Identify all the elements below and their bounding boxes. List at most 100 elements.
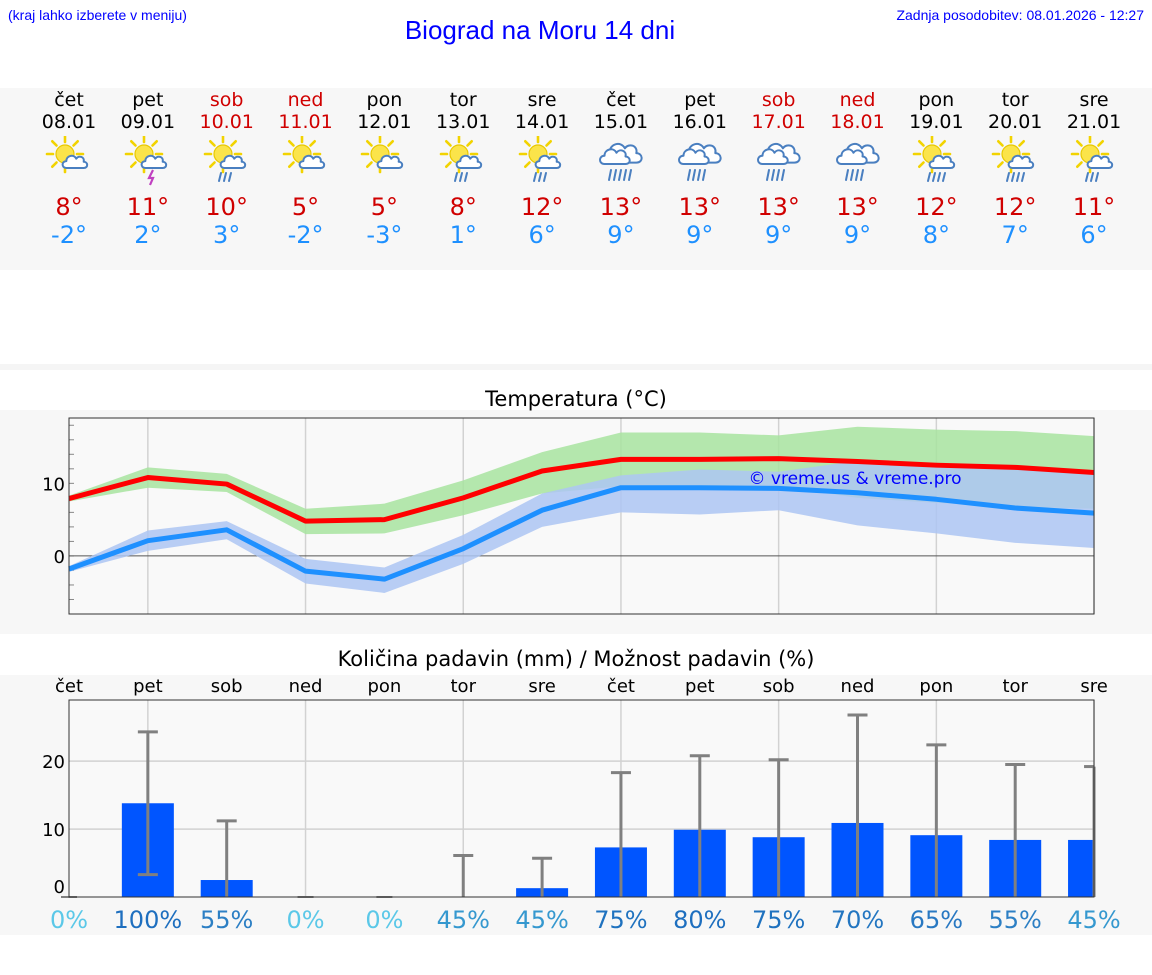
day-column: pet 16.01 13° 9° [661, 88, 739, 249]
sun-ray [1018, 139, 1026, 147]
temperature-range-band [69, 426, 1095, 535]
sun-ray [151, 139, 158, 147]
sun-ray [50, 161, 58, 169]
y-tick-label: 10 [42, 474, 65, 495]
x-category-label: sob [211, 676, 243, 697]
day-date: 15.01 [593, 111, 649, 133]
precipitation-chance-label: 70% [831, 906, 884, 934]
raindrop [543, 172, 548, 182]
cloud-shape [1007, 154, 1035, 169]
cloud-body [928, 154, 956, 169]
cloud-shape [61, 154, 89, 169]
day-date: 14.01 [514, 111, 570, 133]
min-temperature: 9° [607, 221, 635, 249]
day-date: 20.01 [987, 111, 1043, 133]
sun-ray [545, 139, 553, 147]
day-name: sre [1079, 89, 1109, 111]
precipitation-chance-label: 0% [50, 906, 88, 934]
sun-ray [1076, 161, 1083, 169]
day-date: 11.01 [278, 111, 333, 133]
precipitation-chance-label: 45% [515, 906, 568, 934]
sun-ray [72, 139, 80, 147]
sun-cloud-heavy-rain-icon [913, 136, 956, 182]
raindrop [696, 169, 701, 181]
cloud-body [598, 148, 631, 166]
cloud-rain-icon [756, 142, 801, 181]
raindrop [927, 172, 932, 182]
day-column: sre 21.01 11° 6° [1055, 88, 1133, 249]
precipitation-bar [1068, 839, 1094, 897]
cloud-body [534, 154, 562, 169]
lightning-bolt [147, 169, 155, 186]
day-name: ned [839, 89, 876, 111]
day-column: čet 08.01 8° -2° [30, 88, 108, 249]
cloud-body [835, 148, 868, 166]
cloud-shape [534, 154, 562, 169]
raindrop [533, 172, 538, 182]
max-temperature: 8° [55, 193, 83, 221]
raindrop [849, 169, 854, 181]
y-tick-label: 0 [54, 547, 65, 568]
x-category-label: sob [763, 676, 795, 697]
raindrop [1016, 172, 1021, 182]
max-temperature-line [68, 456, 1095, 524]
sun-ray [208, 161, 216, 169]
temperature-chart: 0 10 © vreme.us & vreme.pro [42, 417, 1095, 615]
raindrop [1006, 172, 1011, 182]
precipitation-chance-label: 55% [989, 906, 1042, 934]
cloud-shape [598, 148, 631, 166]
x-category-label: tor [1002, 676, 1028, 697]
day-column: čet 15.01 13° 9° [582, 88, 660, 249]
day-column: ned 18.01 13° 9° [819, 88, 897, 249]
precipitation-chance-label: 100% [114, 906, 183, 934]
sun-ray [918, 161, 926, 169]
max-temperature: 11° [126, 193, 170, 221]
min-temperature: 9° [843, 221, 872, 249]
max-temperature: 11° [1072, 193, 1116, 221]
x-category-label: pon [367, 676, 401, 697]
raindrop [538, 172, 543, 182]
day-column: sre 14.01 12° 6° [503, 88, 581, 249]
min-temperature-line [68, 485, 1095, 582]
min-temperature: 1° [449, 221, 477, 249]
day-column: tor 20.01 12° 7° [976, 88, 1054, 249]
precipitation-chance-label: 0% [365, 906, 403, 934]
precipitation-chance-label: 45% [1067, 906, 1120, 934]
day-column: sob 17.01 13° 9° [740, 88, 818, 249]
day-column: pon 12.01 5° -3° [345, 88, 423, 249]
cloud-body [61, 154, 89, 169]
raindrop [1090, 172, 1095, 182]
x-category-label: čet [607, 676, 635, 697]
sun-ray [939, 139, 947, 147]
sun-ray [918, 139, 926, 147]
raindrop [770, 169, 775, 181]
cloud-shape [835, 148, 868, 166]
raindrop [1085, 172, 1090, 182]
raindrop [227, 172, 232, 182]
watermark: © vreme.us & vreme.pro [748, 469, 961, 489]
day-name: sob [761, 89, 796, 111]
max-temperature: 5° [370, 193, 399, 221]
divider [0, 364, 1152, 370]
raindrop [765, 169, 770, 181]
day-date: 10.01 [199, 111, 254, 133]
cloud-shape [298, 154, 325, 169]
min-temperature: 6° [1080, 221, 1108, 249]
cloud-shape [756, 148, 789, 166]
raindrop [464, 172, 469, 182]
cloud-body [140, 154, 168, 169]
day-date: 09.01 [120, 111, 176, 133]
cloud-shape [455, 154, 483, 169]
raindrop [222, 172, 227, 182]
min-temperature: 8° [922, 221, 950, 249]
sun-ray [445, 161, 453, 169]
cloud-body [1086, 154, 1114, 169]
sun-ray [366, 139, 374, 147]
raindrop [844, 169, 849, 181]
sun-ray [997, 139, 1005, 147]
raindrop [932, 172, 937, 182]
cloud-shape [219, 154, 246, 169]
raindrop [217, 172, 222, 182]
day-column: ned 11.01 5° -2° [267, 88, 345, 249]
day-column: tor 13.01 8° 1° [424, 88, 502, 249]
